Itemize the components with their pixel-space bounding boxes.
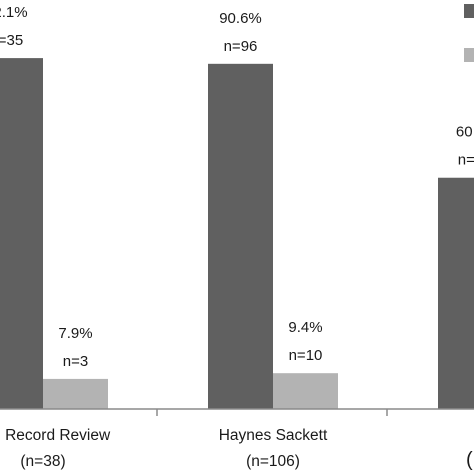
data-label-n-s1-c1: =35 — [0, 32, 23, 49]
legend — [464, 4, 474, 62]
category-label-1: tion Record Review — [0, 427, 111, 444]
data-label-pct-s1-c3: 60.7 — [456, 124, 474, 141]
data-label-pct-s2-c2: 9.4% — [288, 319, 322, 336]
data-label-n-s2-c1: n=3 — [63, 353, 88, 370]
data-label-pct-s2-c1: 7.9% — [58, 325, 92, 342]
bar-series1-cat3 — [438, 177, 474, 409]
bars-group — [0, 58, 474, 410]
legend-swatch-2 — [464, 48, 474, 62]
data-label-n-s1-c2: n=96 — [224, 38, 258, 55]
bar-series1-cat2 — [208, 63, 273, 410]
data-labels-group: 2.1% =35 90.6% n=96 60.7 n=6 7.9% n=3 9.4% n=10 — [0, 4, 474, 370]
data-label-n-s1-c3: n=6 — [458, 152, 474, 169]
legend-swatch-1 — [464, 4, 474, 18]
category-label-2: Haynes Sackett — [219, 427, 328, 444]
category-count-1: (n=38) — [20, 453, 65, 470]
x-axis-ticks — [156, 409, 388, 416]
partial-category-label-right: ( — [466, 449, 473, 471]
bar-series2-cat2 — [273, 373, 338, 409]
category-labels-group: tion Record Review (n=38) Haynes Sackett (n… — [0, 427, 473, 471]
data-label-pct-s1-c1: 2.1% — [0, 4, 28, 21]
category-count-2: (n=106) — [246, 453, 300, 470]
data-label-n-s2-c2: n=10 — [289, 347, 323, 364]
data-label-pct-s1-c2: 90.6% — [219, 10, 262, 27]
bar-series1-cat1 — [0, 58, 43, 409]
bar-series2-cat1 — [43, 378, 108, 409]
